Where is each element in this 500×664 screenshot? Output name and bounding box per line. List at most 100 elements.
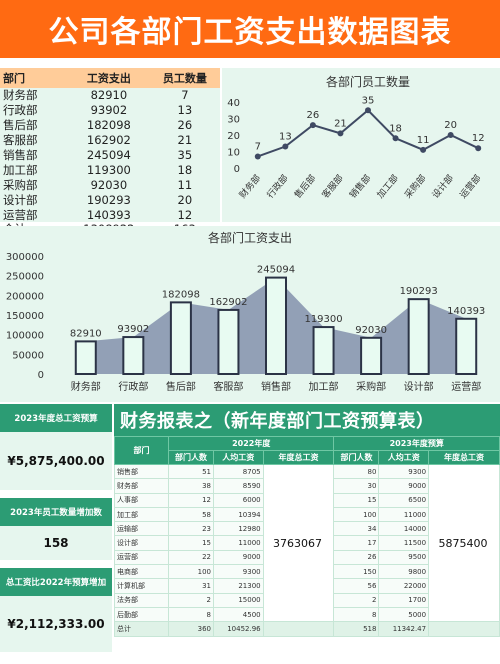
report-cell-count-2022: 15 [168,535,214,551]
bar-x-tick: 财务部 [71,380,101,393]
report-cell-dept: 人事部 [114,492,169,508]
report-cell-avg-2023: 9500 [378,549,430,566]
line-x-tick: 采购部 [402,172,429,200]
report-cell-dept: 财务部 [114,478,169,494]
summary-row: 行政部 93902 13 [0,103,220,118]
page-title: 公司各部门工资支出数据图表 [48,15,452,50]
bar-x-tick: 加工部 [309,380,339,393]
bar [169,301,192,375]
report-cell-avg-2022: 9300 [212,564,264,580]
report-subheader: 年度总工资 [262,450,335,465]
report-header-2023: 2023年度预算 [333,436,500,451]
report-row: 总计 360 10452.96 518 11342.47 [114,621,500,637]
summary-cell-dept: 财务部 [3,88,38,103]
report-header-2022: 2022年度 [167,436,335,451]
bar-y-tick: 300000 [6,252,44,263]
report-cell-avg-2022: 10452.96 [212,621,264,637]
increase-value: ¥2,112,333.00 [0,596,112,652]
summary-cell-dept: 客服部 [3,133,38,148]
bar-data-label: 93902 [117,324,149,335]
summary-cell-dept: 采购部 [3,177,38,192]
report-cell-count-2022: 23 [168,521,214,537]
line-data-label: 11 [417,135,430,146]
line-point [365,107,371,114]
report-cell-dept: 法务部 [114,592,169,608]
report-table: 部门 2022年度 2023年度预算 部门人数 人均工资 年度总工资 部门人数 … [114,436,500,637]
summary-cell-count: 7 [181,88,189,103]
summary-cell-count: 18 [177,162,193,177]
report-header-dept: 部门 [114,436,169,465]
summary-cell-count: 35 [177,148,193,162]
bar-chart-title: 各部门工资支出 [208,230,292,245]
report-cell-count-2022: 22 [168,549,214,566]
summary-cell-dept: 销售部 [3,148,38,162]
summary-row: 销售部 245094 35 [0,148,220,163]
report-cell-avg-2022: 9000 [212,549,264,566]
line-data-label: 12 [472,133,485,144]
summary-cell-count: 12 [177,207,193,222]
line-x-tick: 运营部 [457,172,484,200]
headcount-value: 158 [0,526,112,560]
bar-x-tick: 售后部 [166,380,196,393]
bar-x-tick: 运营部 [451,380,481,393]
report-cell-avg-2023: 1700 [378,592,430,608]
report-row: 运输部 23 12980 34 14000 [114,521,500,537]
summary-cell-salary: 119300 [86,162,131,177]
line-x-tick: 行政部 [264,172,291,200]
report-cell-count-2023: 80 [333,463,380,480]
line-y-tick: 30 [227,115,240,126]
summary-cell-dept: 加工部 [3,162,38,177]
report-cell-avg-2022: 15000 [212,592,264,608]
report-cell-count-2023: 150 [333,564,380,580]
bar [312,326,335,375]
report-cell-avg-2022: 21300 [212,578,264,594]
line-point [392,135,399,142]
summary-row: 设计部 190293 20 [0,192,220,207]
report-cell-avg-2023: 6500 [378,492,430,508]
report-cell-count-2022: 31 [168,578,214,594]
report-cell-count-2023: 30 [333,478,380,494]
report-cell-avg-2023: 9300 [378,463,430,480]
report-cell-avg-2023: 11500 [378,535,430,551]
report-cell-avg-2022: 10394 [212,506,264,523]
line-chart: 各部门员工数量 0 10 20 30 40 7 13 26 21 35 18 11 20 12 财务部 行政部售… [227,74,485,201]
summary-cell-salary: 93902 [90,103,128,118]
bar-x-tick: 行政部 [118,380,148,393]
report-subheader: 人均工资 [212,450,264,465]
bar-x-tick: 设计部 [404,380,434,393]
summary-row: 财务部 82910 7 [0,88,220,103]
report-cell-dept: 计算机部 [114,578,169,594]
line-point [309,122,316,129]
headcount-label: 2023年员工数量增加数 [0,498,112,526]
summary-cell-dept: 售后部 [3,118,38,133]
summary-cell-dept: 行政部 [3,103,38,118]
report-cell-avg-2023: 14000 [378,521,430,537]
line-point [337,130,344,137]
report-row: 后勤部 8 4500 8 5000 [114,606,500,623]
bar-y-tick: 150000 [6,311,44,322]
report-cell-count-2022: 8 [168,606,214,623]
report-cell-count-2023: 100 [333,506,380,523]
report-title: 财务报表之（新年度部门工资预算表） [114,404,500,436]
summary-cell-count: 21 [177,133,193,148]
bar-data-label: 92030 [355,325,387,336]
line-data-label: 18 [389,123,402,134]
summary-cell-salary: 162902 [86,133,131,148]
summary-row: 售后部 182098 26 [0,118,220,133]
line-data-label: 7 [255,141,261,152]
bar-y-tick: 200000 [6,291,44,302]
summary-header-row: 部门 工资支出 员工数量 [0,68,220,88]
bar-chart: 各部门工资支出 0 50000 100000 150000 200000 250000 300… [6,230,486,393]
summary-cell-salary: 182098 [86,118,131,133]
summary-cell-salary: 245094 [86,148,131,162]
report-cell-dept: 设计部 [114,535,169,551]
report-cell-count-2023: 56 [333,578,380,594]
bar-y-tick: 0 [38,370,44,381]
line-point [420,146,427,153]
report-subheader: 年度总工资 [428,450,500,465]
report-cell-count-2023: 8 [333,606,380,623]
report-subheader: 部门人数 [168,450,214,465]
line-x-tick: 销售部 [347,172,374,200]
line-y-tick: 10 [227,148,240,159]
summary-cell-dept: 设计部 [3,192,38,207]
